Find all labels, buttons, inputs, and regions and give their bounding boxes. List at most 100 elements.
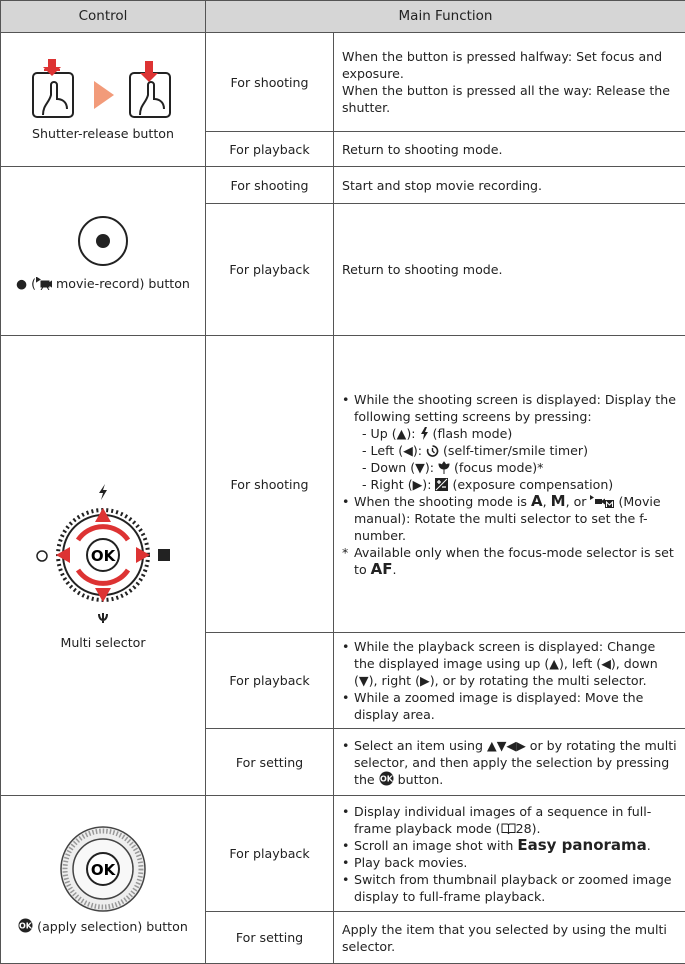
- control-label: OK (apply selection) button: [9, 918, 197, 935]
- text: While the playback screen is displayed: …: [354, 639, 658, 688]
- text: - Down (▼):: [362, 460, 438, 475]
- text: button.: [394, 772, 444, 787]
- text: (flash mode): [429, 426, 513, 441]
- bullet-item: Display individual images of a sequence …: [342, 803, 677, 837]
- line: Return to shooting mode.: [342, 261, 677, 278]
- text: *: [342, 544, 348, 561]
- icon: OK: [18, 919, 33, 934]
- bullet-item: While the playback screen is displayed: …: [342, 638, 677, 689]
- icon: OK: [379, 772, 394, 787]
- text: 28).: [516, 821, 541, 836]
- text: Apply the item that you selected by usin…: [342, 922, 667, 954]
- text: When the button is pressed all the way: …: [342, 83, 670, 115]
- icon: [435, 477, 448, 492]
- text: - Up (▲):: [362, 426, 420, 441]
- function-cell: Apply the item that you selected by usin…: [334, 912, 685, 964]
- icon: [426, 443, 439, 458]
- text: Multi selector: [60, 635, 145, 650]
- mode-cell: For shooting: [206, 167, 334, 204]
- mode-cell: For shooting: [206, 336, 334, 633]
- function-cell: Return to shooting mode.: [334, 204, 685, 336]
- function-cell: Display individual images of a sequence …: [334, 796, 685, 912]
- line: Return to shooting mode.: [342, 141, 677, 158]
- text: - Left (◀):: [362, 443, 426, 458]
- text: Easy panorama: [517, 836, 646, 854]
- icon: [36, 276, 52, 291]
- svg-text:OK: OK: [380, 774, 394, 783]
- control-label: Shutter-release button: [9, 125, 197, 142]
- function-cell: When the button is pressed halfway: Set …: [334, 33, 685, 132]
- mode-cell: For playback: [206, 633, 334, 729]
- bullet-item: Play back movies.: [342, 854, 677, 871]
- icon: [590, 494, 614, 509]
- svg-text:OK: OK: [91, 861, 117, 879]
- text: (exposure compensation): [448, 477, 613, 492]
- bullet-item: Scroll an image shot with Easy panorama.: [342, 837, 677, 854]
- text: A: [531, 492, 543, 510]
- text: ● (: [16, 276, 36, 291]
- line: When the button is pressed all the way: …: [342, 82, 677, 116]
- function-cell: While the playback screen is displayed: …: [334, 633, 685, 729]
- text: While the shooting screen is displayed: …: [354, 392, 676, 424]
- control-label: ● ( movie-record) button: [9, 275, 197, 292]
- function-cell: Return to shooting mode.: [334, 132, 685, 167]
- mode-cell: For setting: [206, 729, 334, 796]
- line: When the button is pressed halfway: Set …: [342, 48, 677, 82]
- mode-cell: For playback: [206, 204, 334, 336]
- text: (focus mode)*: [450, 460, 543, 475]
- function-cell: Start and stop movie recording.: [334, 167, 685, 204]
- text: Scroll an image shot with: [354, 838, 517, 853]
- bullet-item: Select an item using ▲▼◀▶ or by rotating…: [342, 737, 677, 788]
- text: movie-record) button: [52, 276, 190, 291]
- text: (apply selection) button: [33, 919, 188, 934]
- mode-cell: For playback: [206, 796, 334, 912]
- text: Return to shooting mode.: [342, 142, 503, 157]
- icon: [501, 821, 516, 836]
- text: When the button is pressed halfway: Set …: [342, 49, 662, 81]
- text: (self-timer/smile timer): [439, 443, 588, 458]
- control-image: [9, 57, 197, 125]
- control-cell: ● ( movie-record) button: [1, 167, 206, 336]
- mode-cell: For shooting: [206, 33, 334, 132]
- sub-item: - Right (▶): (exposure compensation): [354, 476, 677, 493]
- bullet-item: While a zoomed image is displayed: Move …: [342, 689, 677, 723]
- svg-text:OK: OK: [91, 547, 117, 565]
- note: *Available only when the focus-mode sele…: [342, 544, 677, 578]
- text: Play back movies.: [354, 855, 467, 870]
- text: , or: [566, 494, 591, 509]
- header-row: Control Main Function: [1, 1, 685, 33]
- text: Start and stop movie recording.: [342, 178, 542, 193]
- sub-item: - Up (▲): (flash mode): [354, 425, 677, 442]
- icon: [420, 426, 429, 441]
- text: Return to shooting mode.: [342, 262, 503, 277]
- control-cell: Shutter-release button: [1, 33, 206, 167]
- icon: [438, 460, 450, 475]
- text: Switch from thumbnail playback or zoomed…: [354, 872, 672, 904]
- function-cell: While the shooting screen is displayed: …: [334, 336, 685, 633]
- text: When the shooting mode is: [354, 494, 531, 509]
- bullet-item: While the shooting screen is displayed: …: [342, 391, 677, 493]
- control-cell: OK Multi selector: [1, 336, 206, 796]
- text: - Right (▶):: [362, 477, 435, 492]
- text: .: [393, 562, 397, 577]
- text: ,: [543, 494, 551, 509]
- header-control: Control: [1, 1, 206, 33]
- text: Shutter-release button: [32, 126, 174, 141]
- control-image: [9, 211, 197, 275]
- text: AF: [371, 560, 393, 578]
- mode-cell: For playback: [206, 132, 334, 167]
- header-function: Main Function: [206, 1, 685, 33]
- text: While a zoomed image is displayed: Move …: [354, 690, 643, 722]
- bullet-item: When the shooting mode is A, M, or (Movi…: [342, 493, 677, 544]
- mode-cell: For setting: [206, 912, 334, 964]
- svg-text:OK: OK: [19, 922, 33, 931]
- control-image: OK: [9, 480, 197, 634]
- text: .: [647, 838, 651, 853]
- line: Apply the item that you selected by usin…: [342, 921, 677, 955]
